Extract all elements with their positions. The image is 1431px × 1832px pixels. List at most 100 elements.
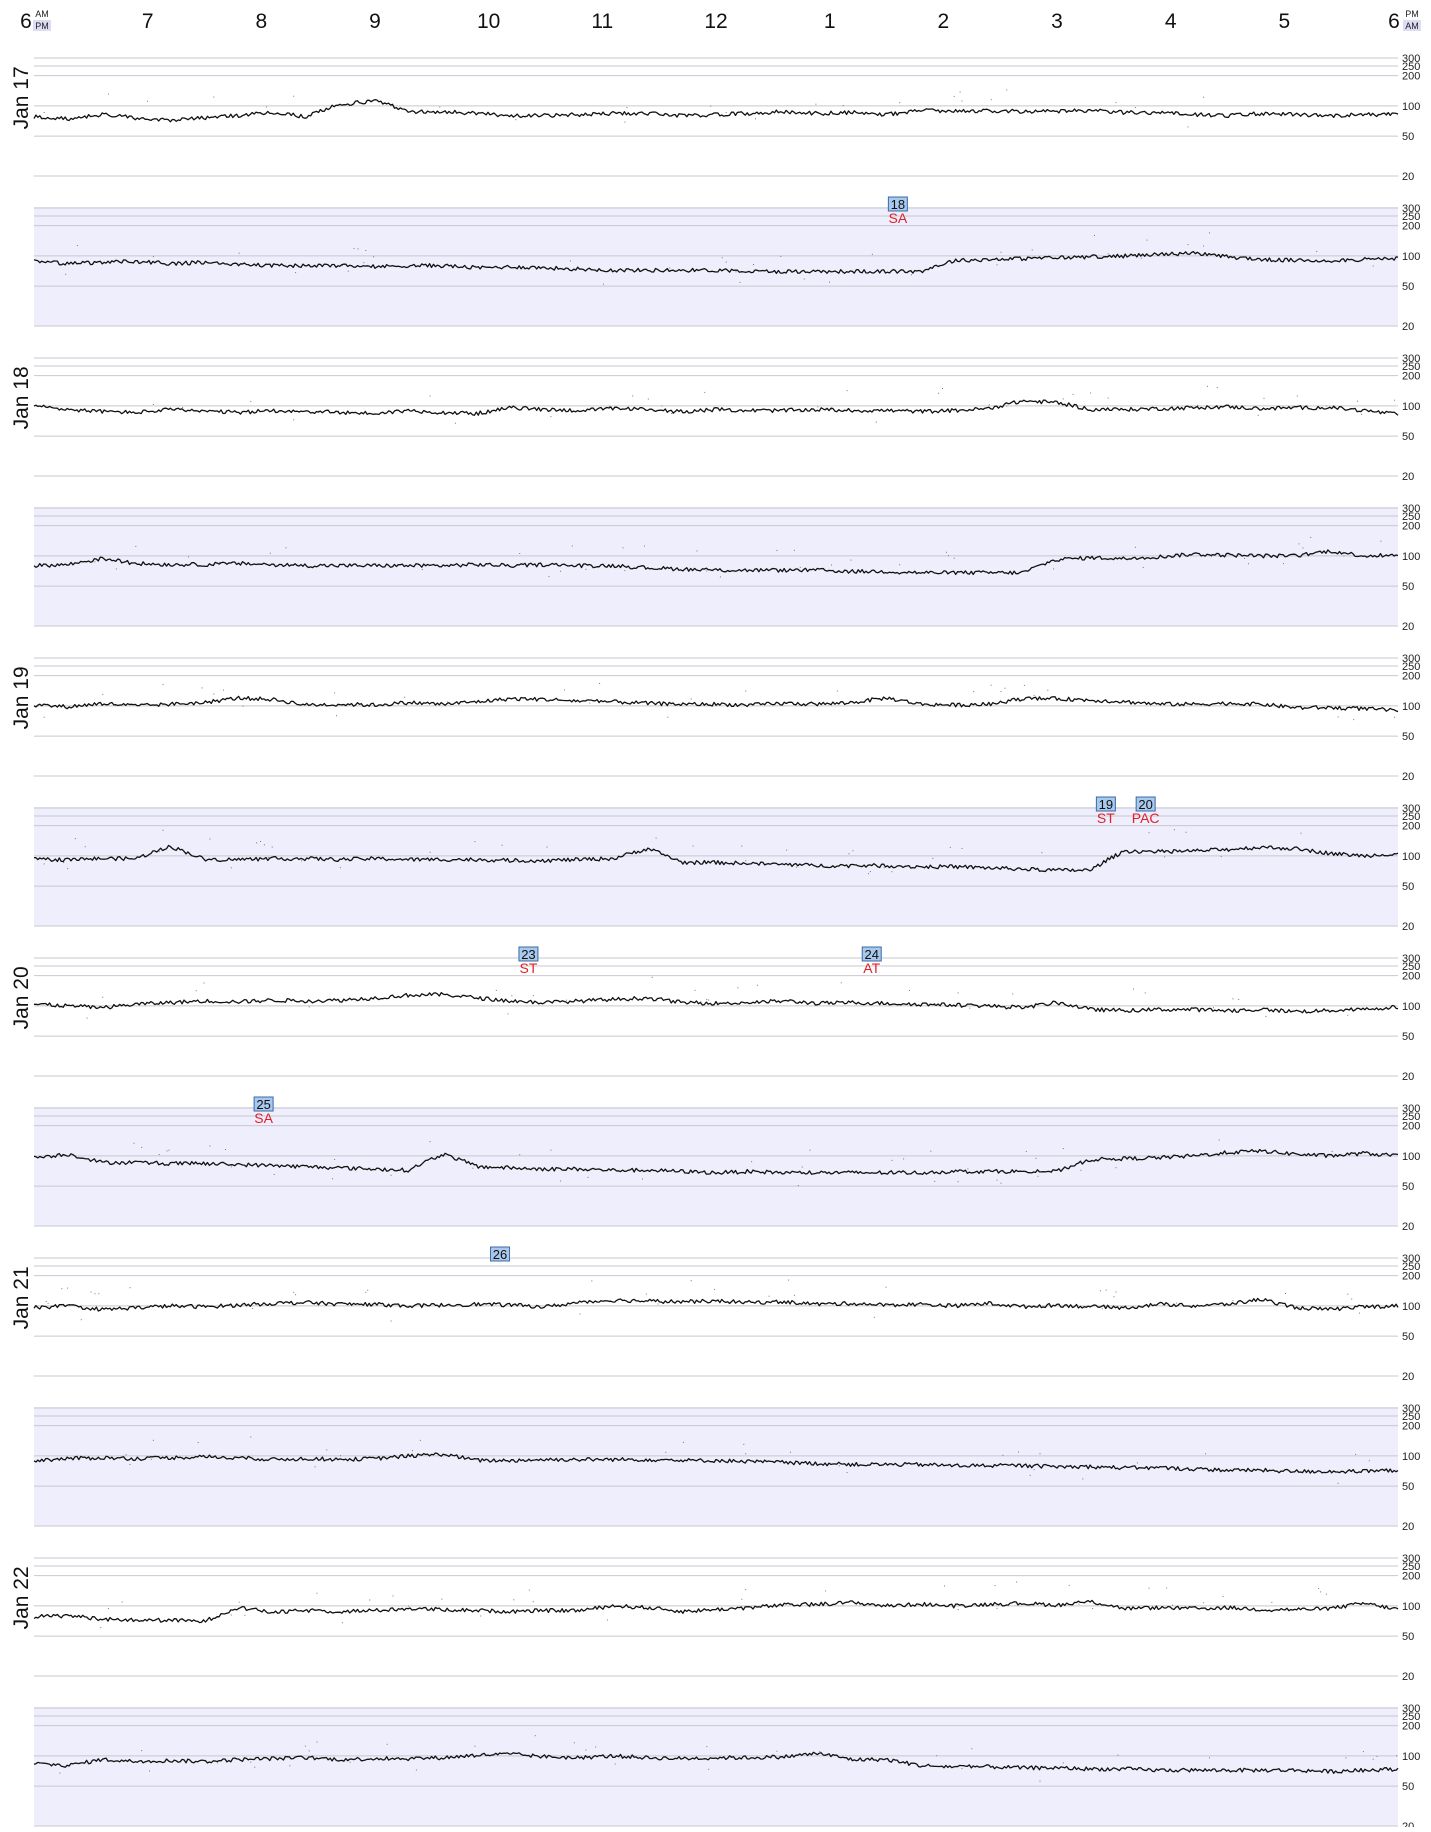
- scatter-point: [852, 850, 854, 852]
- beat-scatter: [100, 1581, 1327, 1629]
- event-id-box[interactable]: [887, 196, 908, 212]
- event-marker-26[interactable]: 26: [490, 1246, 511, 1262]
- scatter-point: [532, 995, 534, 997]
- scatter-point: [706, 1746, 708, 1748]
- heart-rate-trace: [33, 1148, 1399, 1176]
- scatter-point: [1000, 251, 1002, 253]
- night-band: [34, 207, 1398, 326]
- y-tick-label: 200: [1402, 971, 1420, 983]
- scatter-point: [836, 690, 838, 692]
- heart-rate-trace: [33, 844, 1399, 873]
- scatter-point: [1203, 96, 1205, 98]
- scatter-point: [1203, 245, 1205, 247]
- y-tick-label: 20: [1402, 471, 1414, 483]
- scatter-point: [94, 1293, 96, 1295]
- beat-scatter: [43, 89, 1388, 128]
- scatter-point: [474, 1745, 476, 1747]
- scatter-point: [341, 264, 343, 266]
- beat-scatter: [43, 682, 1396, 721]
- y-tick-label: 50: [1402, 1331, 1414, 1343]
- scatter-point: [429, 395, 431, 397]
- scatter-point: [1343, 555, 1345, 557]
- event-id-label: 26: [493, 1247, 507, 1262]
- end-pm-am-badge: PM AM: [1403, 9, 1421, 31]
- scatter-point: [755, 118, 756, 120]
- scatter-point: [647, 398, 649, 400]
- scatter-point: [43, 863, 45, 865]
- scatter-point: [1142, 567, 1144, 568]
- scatter-point: [710, 105, 712, 107]
- scatter-point: [1298, 1307, 1300, 1309]
- scatter-point: [994, 1585, 996, 1587]
- scatter-point: [673, 413, 675, 415]
- scatter-point: [1062, 1148, 1064, 1150]
- scatter-point: [1218, 1139, 1220, 1141]
- scatter-point: [756, 984, 758, 986]
- event-id-box[interactable]: [861, 946, 882, 962]
- heart-rate-trace: [33, 1751, 1399, 1774]
- scatter-point: [988, 404, 990, 406]
- scatter-point: [1004, 687, 1006, 689]
- scatter-point: [842, 105, 844, 106]
- scatter-point: [1148, 832, 1150, 834]
- scatter-point: [809, 1149, 811, 1151]
- scatter-point: [238, 1601, 240, 1603]
- hour-tick-label: 8: [255, 10, 267, 33]
- scatter-point: [546, 846, 548, 848]
- scatter-point: [875, 421, 877, 423]
- y-tick-label: 100: [1402, 1301, 1420, 1313]
- scatter-point: [899, 102, 901, 104]
- y-tick-label: 250: [1402, 511, 1420, 523]
- hour-tick-label: 6: [20, 10, 32, 33]
- scatter-point: [700, 1001, 702, 1003]
- scatter-point: [1053, 568, 1055, 570]
- event-id-box[interactable]: [253, 1096, 274, 1112]
- event-id-box[interactable]: [1095, 796, 1116, 812]
- scatter-point: [739, 281, 741, 283]
- scatter-point: [803, 278, 805, 280]
- scatter-point: [624, 570, 626, 572]
- scatter-point: [1099, 1290, 1101, 1292]
- scatter-point: [1318, 1588, 1320, 1589]
- event-id-box[interactable]: [518, 946, 539, 962]
- badge-top-label: AM: [35, 9, 49, 19]
- day-label: Jan 17: [10, 66, 33, 129]
- hour-tick-label: 10: [477, 10, 500, 33]
- y-tick-label: 20: [1402, 1071, 1414, 1083]
- scatter-point: [94, 561, 96, 563]
- scatter-point: [1175, 1302, 1177, 1304]
- heart-rate-trace: [34, 991, 1399, 1014]
- scatter-point: [43, 112, 45, 113]
- scatter-point: [776, 550, 778, 551]
- scatter-point: [230, 1166, 232, 1168]
- y-tick-label: 20: [1402, 1671, 1414, 1683]
- scatter-point: [1296, 395, 1298, 397]
- y-tick-label: 50: [1402, 581, 1414, 593]
- scatter-point: [721, 257, 723, 259]
- badge-bottom-label: PM: [35, 21, 49, 31]
- scatter-point: [692, 845, 694, 847]
- scatter-point: [741, 845, 743, 847]
- scatter-point: [1376, 1755, 1378, 1757]
- scatter-point: [961, 1768, 963, 1770]
- event-id-box[interactable]: [1135, 796, 1156, 812]
- scatter-point: [961, 100, 963, 102]
- scatter-point: [642, 1178, 643, 1180]
- event-type-label: SA: [254, 1110, 273, 1126]
- scatter-point: [790, 1451, 791, 1453]
- scatter-point: [967, 1168, 969, 1170]
- event-id-box[interactable]: [490, 1246, 511, 1262]
- y-tick-label: 20: [1402, 171, 1414, 183]
- scatter-point: [587, 1176, 589, 1178]
- scatter-point: [801, 1166, 803, 1168]
- y-tick-label: 100: [1402, 1151, 1420, 1163]
- scatter-point: [1140, 257, 1142, 259]
